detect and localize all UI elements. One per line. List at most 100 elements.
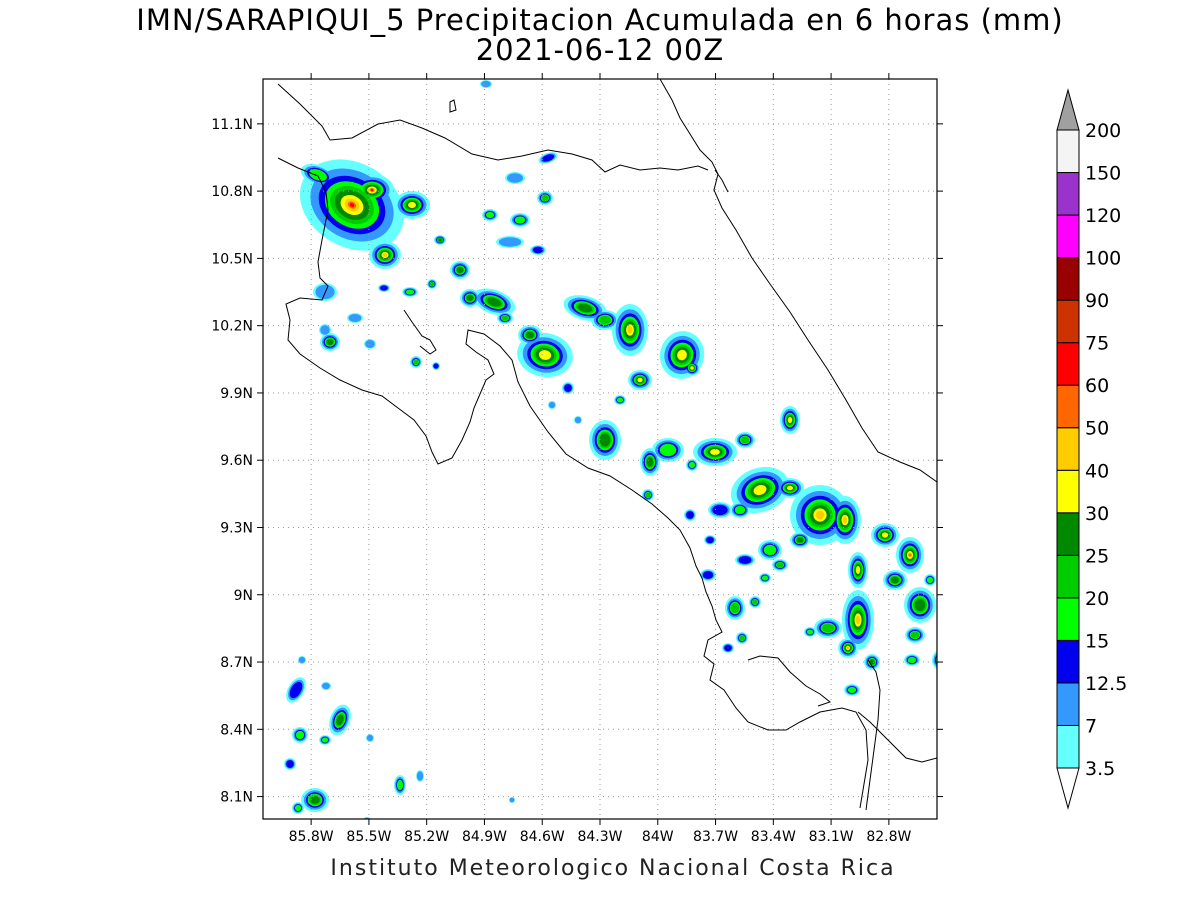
y-tick-label: 10.8N (211, 184, 253, 200)
precip-cell (366, 734, 374, 742)
precip-cell (910, 631, 920, 639)
precip-cell (514, 216, 526, 224)
precip-cell (616, 397, 624, 403)
colorbar: 3.5 7 12.5 15 20 25 30 40 50 60 75 90 100 120 150 200 (1056, 88, 1127, 810)
colorbar-swatch (1056, 469, 1080, 514)
precip-cell (485, 211, 495, 219)
precip-cell (507, 173, 523, 183)
precip-cell (706, 536, 714, 544)
colorbar-swatch (1056, 384, 1080, 429)
precip-cell (739, 635, 745, 641)
precip-cell (509, 797, 515, 803)
precip-cell (753, 484, 767, 496)
colorbar-swatch (1056, 427, 1080, 471)
precip-cell (738, 556, 752, 564)
x-axis: 85.8W 85.5W 85.2W 84.9W 84.6W 84.3W 84W 83.7W 83… (289, 73, 912, 845)
x-tick-label: 85.5W (346, 829, 391, 845)
pacific-coast (277, 157, 869, 809)
coastlines (277, 79, 937, 811)
precip-cell (408, 201, 416, 209)
colorbar-label: 50 (1085, 418, 1109, 440)
precip-cell (574, 416, 582, 424)
precip-cell (677, 349, 687, 361)
colorbar-label: 7 (1085, 715, 1097, 737)
colorbar-label: 200 (1085, 120, 1121, 142)
precipitation-field (284, 80, 937, 819)
colorbar-label: 30 (1085, 503, 1109, 525)
precip-cell (842, 516, 848, 524)
precip-cell (309, 169, 327, 181)
precip-cell (815, 510, 825, 520)
y-tick-label: 10.2N (211, 319, 253, 335)
x-tick-label: 83.1W (809, 829, 854, 845)
x-tick-label: 84.3W (577, 829, 622, 845)
precip-cell (846, 646, 850, 650)
colorbar-swatch (1056, 682, 1080, 726)
y-tick-label: 9.3N (220, 520, 253, 536)
precip-cell (310, 796, 320, 804)
y-axis: 11.1N 10.8N 10.5N 10.2N 9.9N 9.6N 9.3N 9N 8.7N 8.… (211, 117, 943, 806)
precip-cell (822, 623, 834, 633)
precip-cell (498, 237, 522, 247)
precip-cell (724, 644, 732, 652)
nicoya-gulf (403, 309, 437, 355)
precip-cell (599, 433, 611, 447)
precip-cell (336, 714, 344, 726)
precip-cell (855, 615, 861, 625)
colorbar-swatch (1056, 129, 1080, 174)
precip-cell (740, 436, 750, 444)
precip-cell (320, 325, 330, 335)
precip-cell (936, 658, 937, 662)
y-tick-label: 10.5N (211, 251, 253, 267)
y-tick-label: 8.1N (220, 790, 253, 806)
colorbar-label: 12.5 (1085, 673, 1127, 695)
osa-peninsula (747, 655, 832, 707)
precip-cell (891, 576, 899, 584)
precip-cell (294, 804, 302, 812)
map-title: IMN/SARAPIQUI_5 Precipitacion Acumulada … (136, 3, 1064, 37)
precip-cell (541, 195, 549, 201)
colorbar-label: 25 (1085, 545, 1109, 567)
precip-cell (382, 253, 388, 257)
precip-contour-level (349, 188, 374, 208)
precip-cell (481, 80, 491, 88)
colorbar-label: 150 (1085, 163, 1121, 185)
x-tick-label: 84.9W (462, 829, 507, 845)
precip-cell (907, 656, 917, 664)
precip-cell (763, 544, 777, 556)
caribbean-coast-north (714, 169, 729, 193)
precip-cell (295, 730, 305, 740)
precip-cell (752, 599, 758, 605)
precip-cell (405, 289, 415, 295)
x-tick-label: 85.2W (404, 829, 449, 845)
precip-cell (645, 492, 651, 498)
precip-cell (730, 602, 740, 614)
x-tick-label: 85.8W (289, 829, 334, 845)
precip-cell (548, 401, 556, 409)
map-subtitle: 2021-06-12 00Z (475, 33, 725, 67)
precip-cell (322, 682, 330, 690)
y-tick-label: 9.9N (220, 386, 253, 402)
precip-cell (348, 314, 362, 322)
precip-cell (429, 281, 435, 287)
precip-cell (456, 267, 464, 273)
y-tick-label: 9N (234, 588, 253, 604)
precip-cell (349, 202, 355, 208)
precip-cell (787, 416, 793, 424)
precip-cell (847, 686, 857, 694)
precip-contour-level (340, 186, 914, 651)
x-tick-label: 82.8W (866, 829, 911, 845)
precip-cell (599, 315, 611, 325)
precip-cell (926, 576, 934, 584)
precip-cell (326, 339, 334, 345)
colorbar-swatch (1056, 214, 1080, 259)
x-tick-label: 83.4W (751, 829, 796, 845)
precip-cell (786, 485, 794, 491)
precip-cell (416, 771, 424, 781)
precip-cell (433, 363, 439, 369)
precip-cell (806, 629, 814, 635)
colorbar-swatch (1056, 597, 1080, 641)
precip-cell (627, 326, 633, 334)
precip-cell (413, 359, 419, 365)
